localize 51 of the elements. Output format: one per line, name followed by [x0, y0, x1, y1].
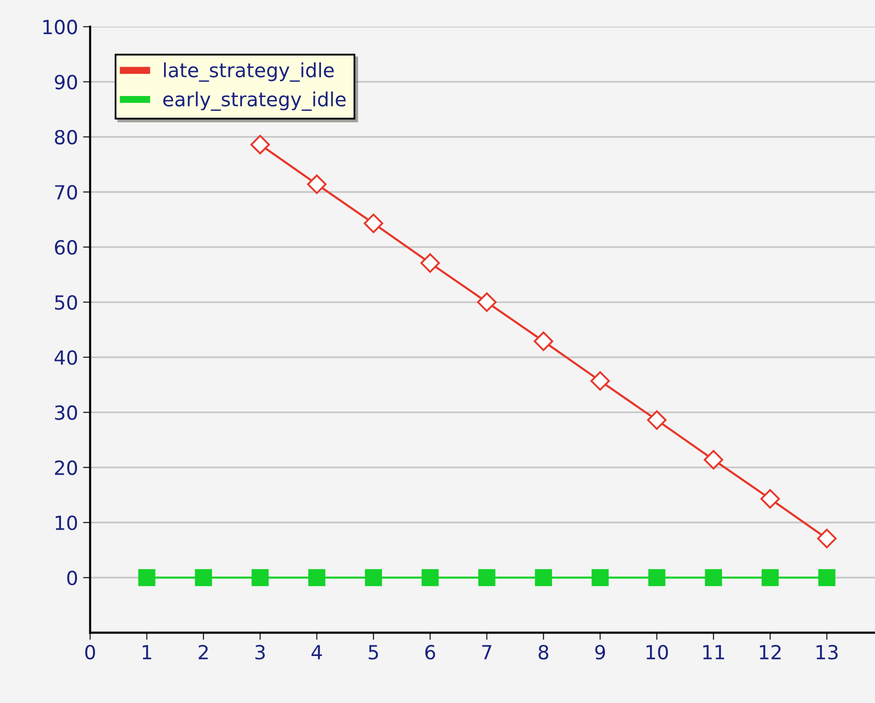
legend-label: late_strategy_idle [164, 62, 334, 82]
y-tick-label: 50 [55, 295, 78, 310]
point [648, 569, 666, 586]
point [818, 569, 836, 586]
point [250, 134, 270, 154]
y-tick-label: 60 [54, 240, 78, 255]
x-tick-label: 6 [425, 644, 436, 660]
y-tick-label: 100 [43, 20, 78, 34]
point [534, 332, 554, 352]
x-tick-label: 3 [255, 644, 265, 660]
x-tick-label: 5 [368, 645, 378, 660]
x-tick-label: 8 [538, 644, 548, 660]
point [307, 174, 327, 194]
point [817, 528, 837, 548]
x-tick-label: 4 [312, 645, 322, 660]
x-tick-label: 7 [482, 645, 492, 660]
point [704, 450, 724, 470]
point [308, 569, 326, 586]
y-tick-label: 40 [54, 350, 78, 365]
x-tick-label: 12 [760, 644, 781, 660]
y-tick-label: 0 [67, 570, 78, 586]
x-tick-label: 1 [142, 645, 152, 660]
x-tick-label: 13 [816, 644, 838, 660]
y-tick-label: 90 [54, 74, 78, 90]
point [592, 569, 609, 586]
point [138, 569, 156, 586]
legend-label: early_strategy_idle [163, 91, 346, 111]
point [534, 569, 552, 586]
y-tick-label: 70 [55, 184, 78, 200]
point [760, 489, 780, 509]
x-tick-label: 0 [85, 644, 96, 660]
point [704, 569, 722, 586]
point [364, 214, 384, 234]
point [478, 569, 496, 586]
point [590, 371, 610, 391]
y-tick-label: 80 [54, 130, 78, 145]
point [762, 569, 779, 586]
y-tick-label: 10 [56, 515, 78, 530]
x-tick-label: 9 [595, 644, 605, 660]
x-tick-label: 11 [703, 645, 724, 660]
x-tick-label: 2 [198, 644, 208, 660]
point [194, 569, 212, 586]
point [477, 292, 497, 312]
point [647, 410, 667, 430]
point [420, 253, 440, 273]
y-tick-label: 30 [55, 405, 78, 420]
point [364, 569, 382, 586]
x-tick-label: 10 [646, 644, 668, 660]
point [252, 569, 269, 586]
point [422, 569, 439, 586]
y-tick-label: 20 [55, 460, 78, 476]
